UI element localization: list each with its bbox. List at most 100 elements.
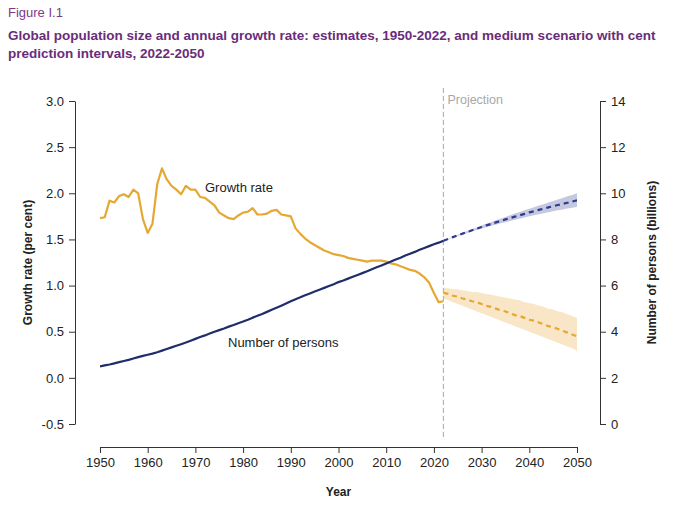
series-line: [100, 168, 443, 302]
tick-mark: [600, 286, 606, 287]
tick-mark: [69, 332, 75, 333]
series-line: [443, 293, 577, 336]
tick-label: 6: [611, 278, 618, 293]
tick-mark: [148, 447, 149, 453]
tick-label: 3.0: [46, 94, 64, 109]
tick-mark: [482, 447, 483, 453]
tick: 1.0: [46, 278, 75, 293]
tick-mark: [243, 447, 244, 453]
axis-line: [75, 102, 76, 425]
tick-label: 2000: [325, 455, 354, 470]
tick: 1980: [229, 447, 258, 470]
tick-label: 1980: [229, 455, 258, 470]
tick-label: 8: [611, 232, 618, 247]
tick: 1960: [134, 447, 163, 470]
tick-mark: [339, 447, 340, 453]
tick-mark: [69, 101, 75, 102]
tick-label: 1990: [277, 455, 306, 470]
tick-mark: [434, 447, 435, 453]
tick-label: 2050: [563, 455, 592, 470]
tick-mark: [600, 332, 606, 333]
series-line: [443, 200, 577, 240]
tick-label: 0: [611, 417, 618, 432]
tick: 1950: [86, 447, 115, 470]
tick: 3.0: [46, 94, 75, 109]
tick-mark: [69, 378, 75, 379]
x-axis-title: Year: [326, 485, 352, 499]
tick: 12: [600, 140, 625, 155]
tick-label: 10: [611, 186, 625, 201]
figure-label: Figure I.1: [8, 5, 63, 20]
x-axis: 1950 1960 1970 1980 1990 2000 2010 2020 2030 2040…: [86, 447, 592, 470]
y-axis-title: Growth rate (per cent): [21, 200, 35, 325]
prediction-interval: [443, 288, 577, 351]
tick: 2030: [468, 447, 497, 470]
tick-label: 2.0: [46, 186, 64, 201]
tick-label: 2030: [468, 455, 497, 470]
tick-label: 4: [611, 324, 618, 339]
tick: 4: [600, 324, 618, 339]
chart: Figure I.1 Global population size and ann…: [0, 0, 676, 505]
tick: 2010: [372, 447, 401, 470]
tick-label: 1950: [86, 455, 115, 470]
tick: 1990: [277, 447, 306, 470]
tick-mark: [291, 447, 292, 453]
tick: -0.5: [42, 417, 75, 432]
projection-divider: [443, 88, 444, 440]
tick: 1970: [181, 447, 210, 470]
tick-label: 2040: [515, 455, 544, 470]
tick-label: -0.5: [42, 417, 64, 432]
tick-mark: [69, 424, 75, 425]
tick: 14: [600, 94, 625, 109]
title: Global population size and annual growth…: [8, 28, 656, 61]
tick-mark: [529, 447, 530, 453]
plot-area: [100, 168, 577, 366]
tick-mark: [195, 447, 196, 453]
tick-label: 14: [611, 94, 625, 109]
tick: 0.5: [46, 324, 75, 339]
tick: 2.0: [46, 186, 75, 201]
tick: 10: [600, 186, 625, 201]
tick: 2.5: [46, 140, 75, 155]
axis-line: [600, 102, 601, 425]
y-axis: -0.5 0.0 0.5 1.0 1.5 2.0 2.5 3.0: [42, 94, 76, 432]
tick-mark: [69, 193, 75, 194]
tick-label: 2.5: [46, 140, 64, 155]
tick-label: 2010: [372, 455, 401, 470]
tick-mark: [100, 447, 101, 453]
tick-mark: [600, 378, 606, 379]
tick-label: 1.0: [46, 278, 64, 293]
tick-mark: [600, 193, 606, 194]
tick-mark: [69, 286, 75, 287]
tick: 0: [600, 417, 618, 432]
tick-label: 2: [611, 371, 618, 386]
tick-mark: [600, 101, 606, 102]
tick-label: 0.0: [46, 371, 64, 386]
tick-mark: [600, 424, 606, 425]
y2-axis: 0 2 4 6 8 10 12 14: [600, 94, 625, 432]
tick-label: 1970: [181, 455, 210, 470]
tick: 2: [600, 371, 618, 386]
y2-axis-title: Number of persons (billions): [645, 181, 659, 344]
tick: 0.0: [46, 371, 75, 386]
tick-mark: [69, 239, 75, 240]
tick-mark: [386, 447, 387, 453]
series-label: Number of persons: [228, 335, 339, 350]
tick-label: 2020: [420, 455, 449, 470]
title-line: prediction intervals, 2022-2050: [8, 46, 205, 61]
tick-mark: [600, 147, 606, 148]
tick: 2000: [325, 447, 354, 470]
tick: 1.5: [46, 232, 75, 247]
tick-mark: [69, 147, 75, 148]
tick: 2050: [563, 447, 592, 470]
tick: 2020: [420, 447, 449, 470]
tick-label: 0.5: [46, 324, 64, 339]
tick: 2040: [515, 447, 544, 470]
tick-label: 12: [611, 140, 625, 155]
tick: 6: [600, 278, 618, 293]
series-line: [100, 241, 443, 367]
annotation: Projection: [447, 93, 503, 107]
tick-label: 1.5: [46, 232, 64, 247]
tick-label: 1960: [134, 455, 163, 470]
prediction-interval: [443, 193, 577, 241]
